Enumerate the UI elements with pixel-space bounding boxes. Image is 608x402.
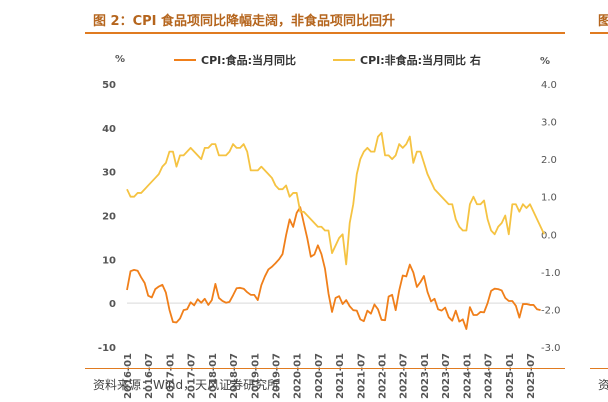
next-figure-divider — [590, 32, 608, 34]
x-axis-tick-label: 2018-07 — [229, 353, 240, 399]
footer-divider — [85, 368, 565, 369]
x-axis-tick-label: 2025-01 — [505, 353, 516, 399]
x-axis-tick-label: 2017-07 — [187, 353, 198, 399]
legend-label-food: CPI:食品:当月同比 — [201, 53, 296, 67]
title-divider — [85, 32, 565, 34]
right-axis-tick-label: 4.0 — [541, 80, 557, 91]
x-axis-tick-label: 2020-01 — [293, 353, 304, 399]
x-axis-tick-label: 2024-01 — [462, 353, 473, 399]
left-axis-tick-label: -10 — [98, 343, 116, 354]
legend-label-nonfood: CPI:非食品:当月同比 右 — [360, 53, 481, 67]
source-note: 资料来源：Wind，天风证券研究所 — [93, 378, 280, 392]
chart-title: 图 2：CPI 食品项同比降幅走阔，非食品项同比回升 — [93, 14, 396, 29]
right-axis-tick-label: 2.0 — [541, 155, 557, 166]
right-axis-unit: % — [540, 56, 550, 67]
x-axis-tick-label: 2016-01 — [123, 353, 134, 399]
next-figure-source-fragment: 资 — [598, 378, 608, 392]
left-axis-tick-label: 40 — [102, 124, 116, 135]
x-axis-tick-label: 2024-07 — [484, 353, 495, 399]
next-figure-title-fragment: 图 — [598, 14, 608, 29]
next-figure-footer-divider — [590, 368, 608, 369]
x-axis-tick-label: 2019-07 — [271, 353, 282, 399]
x-axis-tick-label: 2023-01 — [420, 353, 431, 399]
x-axis-tick-label: 2022-01 — [378, 353, 389, 399]
left-axis-tick-label: 50 — [102, 80, 116, 91]
x-axis-tick-label: 2020-07 — [314, 353, 325, 399]
x-axis-tick-label: 2022-07 — [399, 353, 410, 399]
food-cpi-line — [126, 206, 541, 330]
right-axis-tick-label: 0.0 — [541, 230, 557, 241]
x-axis-tick-label: 2016-07 — [144, 353, 155, 399]
right-axis-tick-label: -3.0 — [541, 343, 561, 354]
x-axis-tick-label: 2021-07 — [356, 353, 367, 399]
left-axis-tick-label: 0 — [109, 299, 116, 310]
left-axis-tick-label: 10 — [102, 255, 116, 266]
x-axis-tick-label: 2025-07 — [526, 353, 537, 399]
left-axis-unit: % — [115, 54, 125, 65]
left-axis-tick-label: 20 — [102, 212, 116, 223]
left-axis-tick-label: 30 — [102, 168, 116, 179]
x-axis-tick-label: 2023-07 — [441, 353, 452, 399]
right-axis-tick-label: 1.0 — [541, 193, 557, 204]
nonfood-cpi-line — [126, 131, 545, 266]
x-axis-tick-label: 2021-01 — [335, 353, 346, 399]
right-axis-tick-label: -1.0 — [541, 268, 561, 279]
right-axis-tick-label: -2.0 — [541, 305, 561, 316]
right-axis-tick-label: 3.0 — [541, 118, 557, 129]
x-axis-tick-label: 2018-01 — [208, 353, 219, 399]
x-axis-tick-label: 2017-01 — [165, 353, 176, 399]
x-axis-tick-label: 2019-01 — [250, 353, 261, 399]
